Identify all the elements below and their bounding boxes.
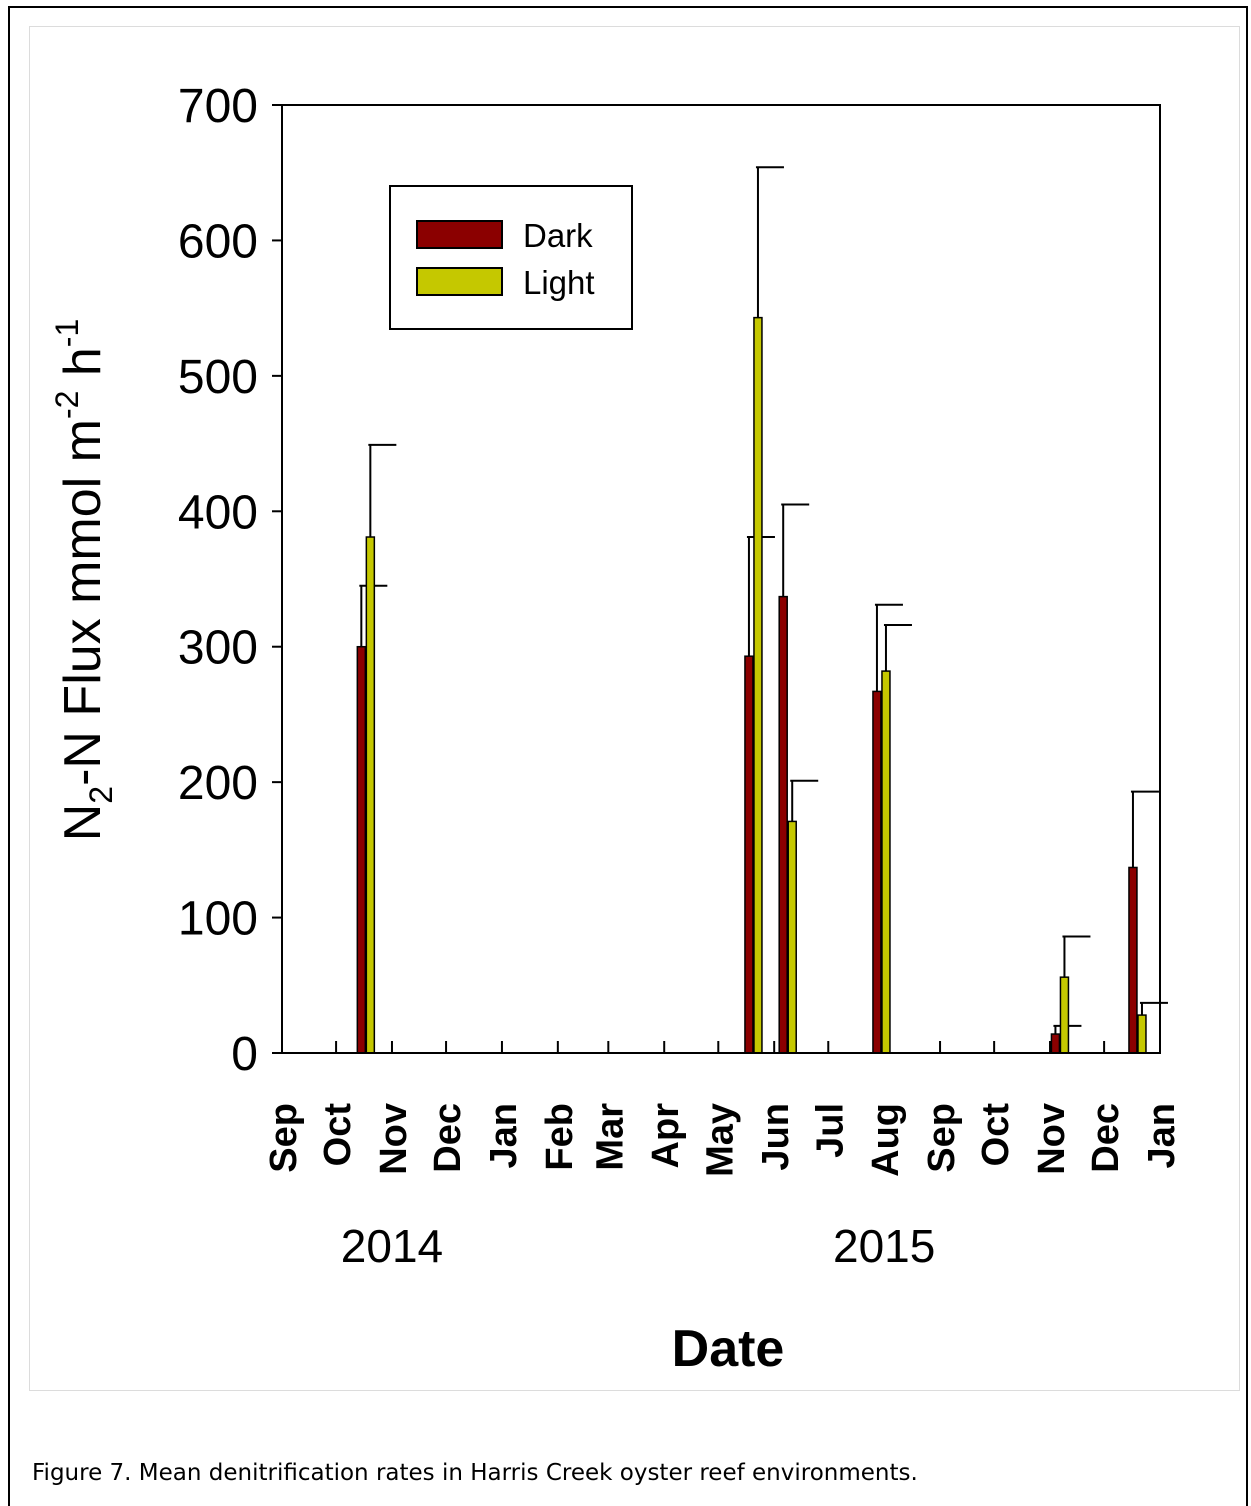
- y-tick-label: 0: [231, 1028, 258, 1081]
- bar-dark: [1050, 1033, 1061, 1054]
- legend-swatch-light: [416, 267, 503, 296]
- y-tick-label: 100: [178, 893, 258, 946]
- bar-dark: [1128, 866, 1138, 1054]
- x-tick-label: Sep: [921, 1103, 963, 1173]
- year-label: 2015: [833, 1220, 935, 1272]
- x-tick-label: Feb: [539, 1103, 581, 1171]
- legend-label-light: Light: [523, 264, 595, 301]
- x-tick-label: Sep: [263, 1103, 305, 1173]
- x-tick-label: Nov: [373, 1103, 415, 1175]
- x-tick-label: Jun: [755, 1103, 797, 1171]
- legend-box: [389, 185, 633, 330]
- x-tick-label: Dec: [1085, 1103, 1127, 1173]
- x-tick-label: Jan: [483, 1103, 525, 1168]
- legend-label-dark: Dark: [523, 217, 593, 254]
- bar-light: [787, 820, 797, 1054]
- y-tick-label: 500: [178, 351, 258, 404]
- bar-dark: [744, 655, 754, 1054]
- plot-area-border: [281, 104, 1161, 1054]
- y-axis-title: N2-N Flux mmol m-2 h-1: [49, 319, 119, 842]
- x-tick-label: Nov: [1031, 1103, 1073, 1175]
- bar-dark: [872, 690, 882, 1054]
- y-tick-label: 400: [178, 486, 258, 539]
- x-tick-label: May: [699, 1103, 741, 1177]
- bar-dark: [778, 595, 788, 1054]
- bar-light: [881, 670, 891, 1054]
- bar-light: [365, 536, 376, 1054]
- bar-light: [1059, 976, 1070, 1054]
- figure-panel: [29, 26, 1240, 1391]
- figure-caption: Figure 7. Mean denitrification rates in …: [32, 1460, 918, 1486]
- x-tick-label: Aug: [865, 1103, 907, 1177]
- x-tick-label: Oct: [317, 1103, 359, 1167]
- legend-swatch-dark: [416, 220, 503, 249]
- bar-dark: [356, 645, 367, 1054]
- y-tick-label: 600: [178, 215, 258, 268]
- bar-light: [1137, 1014, 1147, 1054]
- y-tick-label: 200: [178, 757, 258, 810]
- y-tick-label: 700: [178, 80, 258, 133]
- year-label: 2014: [341, 1220, 443, 1272]
- x-tick-label: Jul: [809, 1103, 851, 1158]
- x-tick-label: Dec: [427, 1103, 469, 1173]
- x-tick-label: Jan: [1141, 1103, 1183, 1168]
- bar-light: [753, 316, 763, 1054]
- x-tick-label: Apr: [645, 1103, 687, 1169]
- y-tick-label: 300: [178, 622, 258, 675]
- x-axis-title: Date: [672, 1320, 785, 1378]
- x-tick-label: Oct: [975, 1103, 1017, 1167]
- legend: Dark Light: [389, 185, 633, 330]
- figure-frame: [8, 6, 1248, 1506]
- x-tick-label: Mar: [589, 1103, 631, 1171]
